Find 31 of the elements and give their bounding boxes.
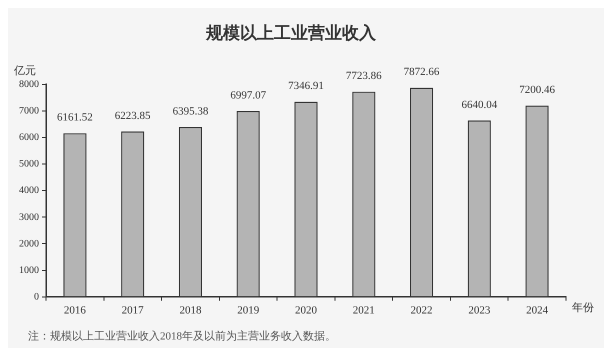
x-tick-label: 2020	[295, 304, 318, 316]
y-tick-label: 3000	[19, 212, 39, 223]
data-label: 7200.46	[519, 84, 556, 96]
chart-title: 规模以上工业营业收入	[205, 24, 377, 43]
data-label: 7723.86	[346, 70, 382, 82]
data-label: 6223.85	[114, 110, 152, 122]
x-axis-title: 年份	[572, 302, 594, 314]
x-tick-label: 2023	[468, 304, 491, 316]
y-tick-label: 6000	[19, 132, 39, 144]
y-tick-label: 2000	[19, 238, 39, 250]
x-tick-label: 2018	[179, 304, 202, 316]
y-tick-label: 5000	[19, 158, 39, 170]
x-tick-label: 2021	[352, 304, 375, 316]
data-label: 7346.91	[288, 80, 324, 92]
data-label: 6395.38	[172, 105, 209, 118]
text: 注：规模以上工业营业收入2018年及以前为主营业务收入数据。	[28, 329, 336, 342]
x-tick-label: 2016	[64, 304, 86, 316]
y-tick-label: 0	[34, 291, 39, 302]
y-tick-label: 1000	[19, 264, 39, 276]
data-label: 7872.66	[404, 66, 440, 78]
x-tick-label: 2017	[122, 304, 144, 316]
data-label: 6997.07	[230, 89, 267, 102]
data-label: 6640.04	[461, 98, 498, 111]
x-tick-label: 2022	[410, 304, 433, 316]
y-axis-title: 亿元	[13, 64, 36, 77]
data-label: 6161.52	[57, 112, 93, 124]
y-tick-label: 8000	[19, 79, 39, 90]
x-tick-label: 2019	[237, 304, 260, 316]
x-tick-label: 2024	[526, 304, 549, 316]
y-tick-label: 7000	[19, 106, 39, 117]
y-tick-label: 4000	[19, 185, 39, 196]
